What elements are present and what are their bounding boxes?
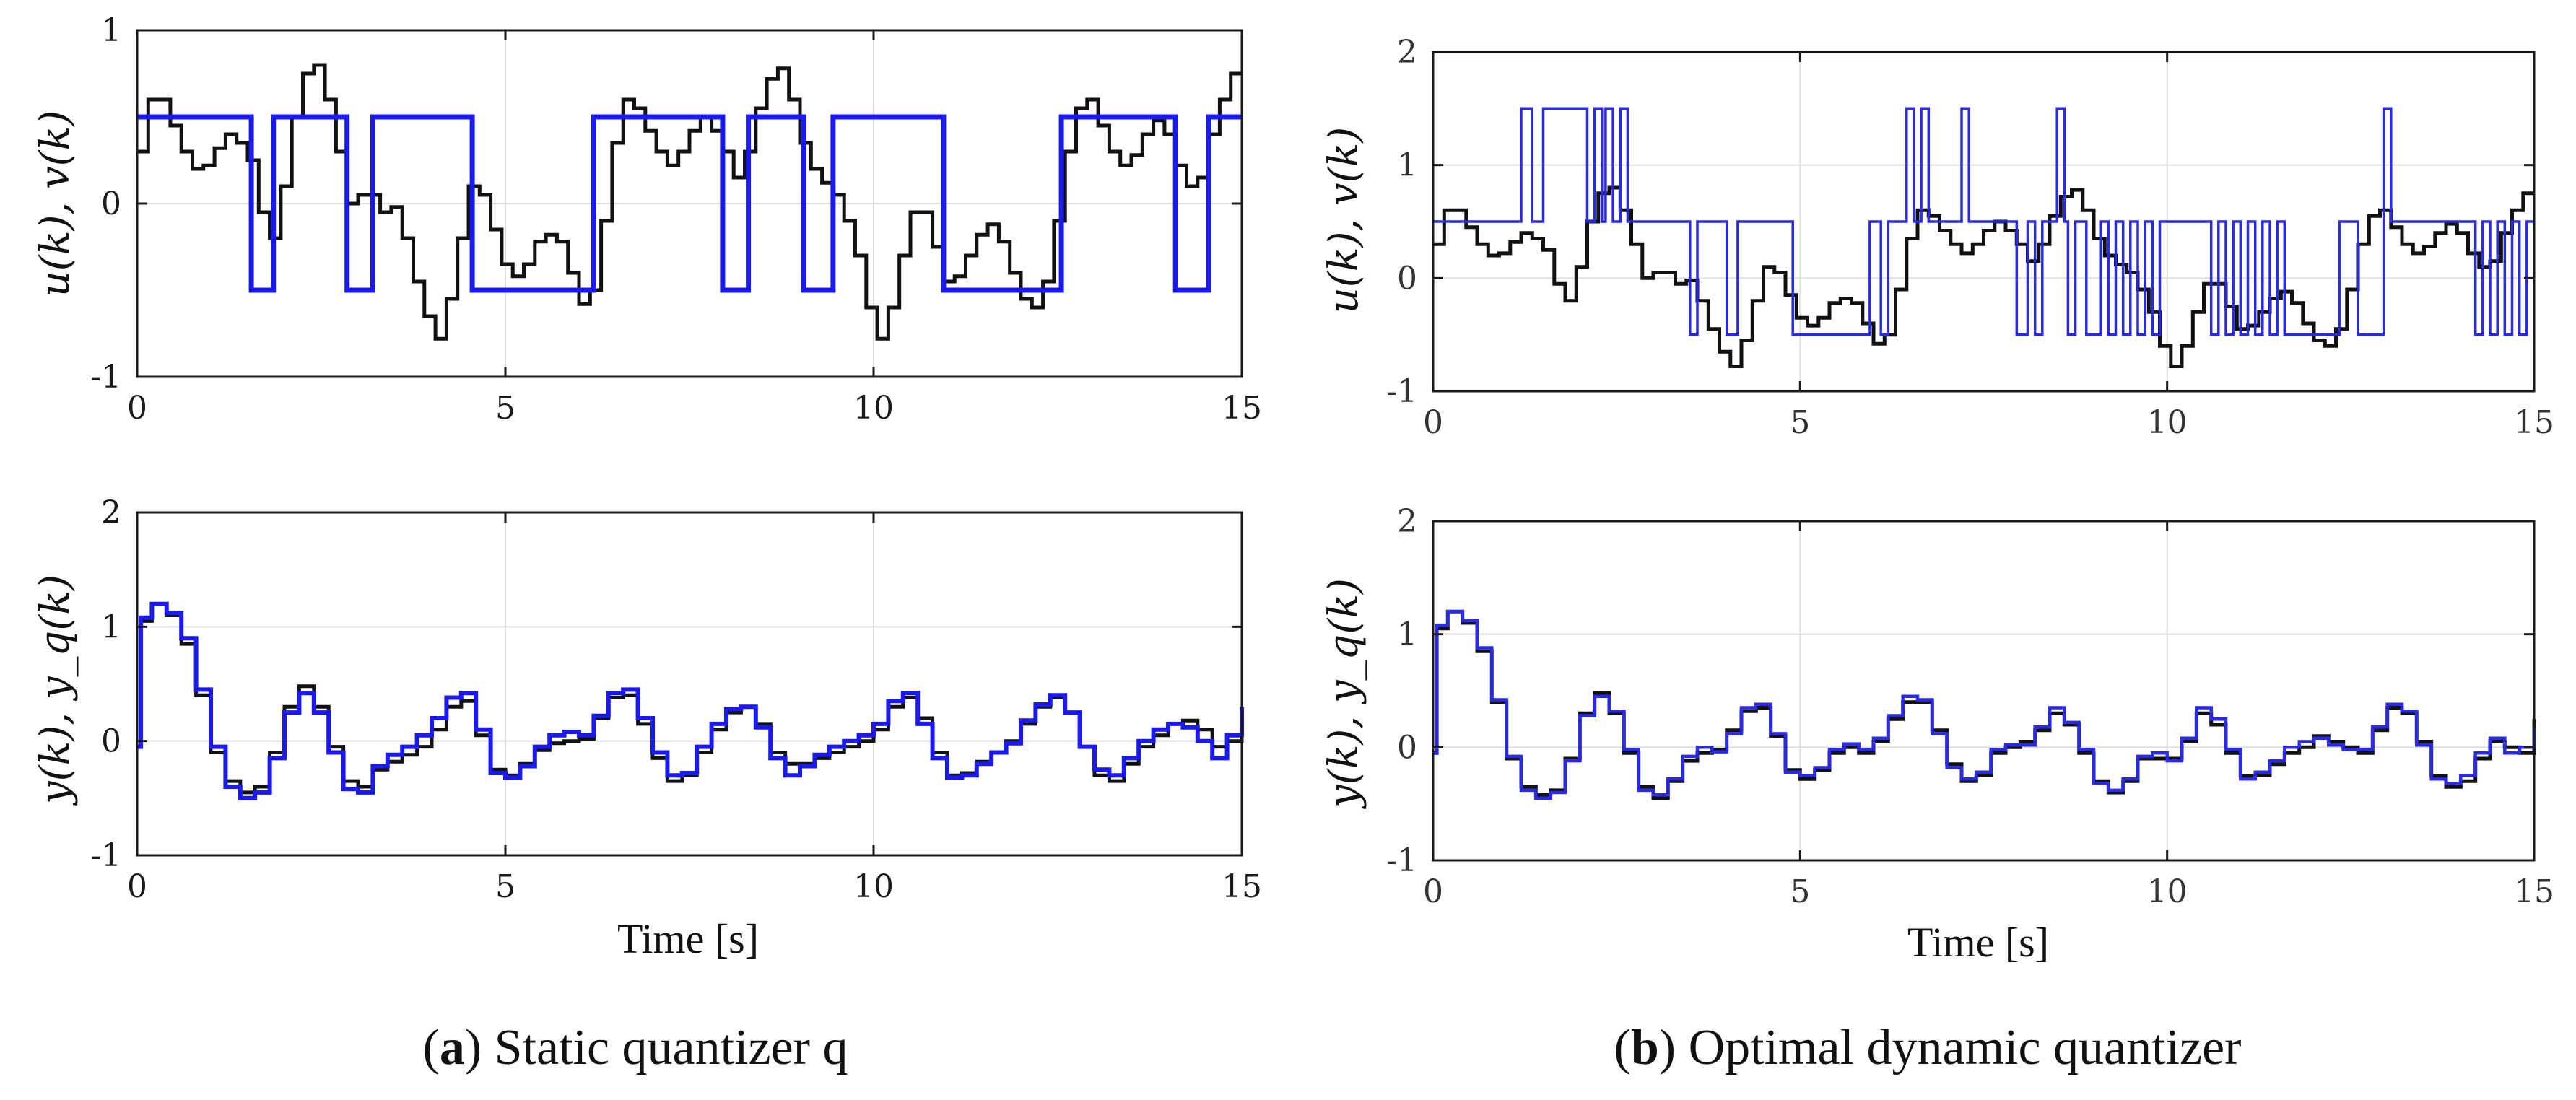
x-tick-label: 5 (1790, 404, 1810, 441)
panel-a-top-plot: 0 5 10 15-101 u(k), v(k) (32, 12, 1262, 427)
x-tick-label: 10 (853, 390, 894, 427)
x-tick-label: 15 (2514, 404, 2554, 441)
y-tick-label: -1 (1386, 373, 1417, 410)
series-line-uk (137, 63, 1242, 341)
series-line-vk (137, 114, 1242, 293)
x-tick-label: 5 (495, 868, 515, 905)
x-tick-label: 10 (853, 868, 894, 905)
axes-frame (1432, 51, 2536, 393)
y-tick-label: 1 (1397, 147, 1417, 184)
caption-a-letter: a (440, 1020, 465, 1075)
panel-a_top-axes: 0 5 10 15-101 (90, 12, 1262, 427)
x-tick-label: 5 (495, 390, 515, 427)
y-tick-label: 2 (1397, 503, 1417, 540)
series-line-yk (137, 602, 1244, 795)
y-tick-label: -1 (90, 837, 121, 874)
y-tick-label: -1 (90, 359, 121, 396)
caption-b-letter: b (1631, 1020, 1659, 1075)
x-tick-label: 15 (1222, 868, 1262, 905)
plot-area (137, 512, 1242, 855)
x-tick-label: 0 (127, 390, 147, 427)
y-tick-label: 1 (101, 608, 121, 645)
x-tick-label: 0 (127, 868, 147, 905)
y-tick-label: 1 (1397, 616, 1417, 653)
caption-a: (a) Static quantizer q (423, 1020, 848, 1075)
caption-a-text: Static quantizer q (482, 1020, 848, 1075)
caption-a-open-paren: ( (423, 1020, 440, 1075)
axes-frame (1432, 520, 2536, 862)
y-tick-label: 1 (101, 12, 121, 49)
x-tick-label: 15 (2514, 873, 2554, 910)
caption-b: (b) Optimal dynamic quantizer (1614, 1020, 2242, 1075)
x-tick-label: 15 (1222, 390, 1262, 427)
series-line-yqk (137, 601, 1244, 800)
series-line-yqk (1433, 610, 2536, 800)
x-tick-label: 5 (1790, 873, 1810, 910)
caption-b-open-paren: ( (1614, 1020, 1631, 1075)
plot-area (1433, 521, 2534, 860)
panel-a-bottom-xlabel: Time [s] (617, 915, 759, 962)
x-tick-label: 0 (1423, 404, 1443, 441)
panel-b-top-ylabel: u(k), v(k) (1320, 127, 1367, 314)
series-line-vk (1433, 107, 2534, 336)
axes-frame (136, 511, 1243, 857)
y-tick-label: 0 (101, 723, 121, 760)
y-tick-label: 0 (1397, 260, 1417, 297)
caption-a-close-paren: ) (465, 1020, 482, 1075)
y-tick-label: 0 (1397, 729, 1417, 766)
caption-b-text: Optimal dynamic quantizer (1676, 1020, 2241, 1075)
x-tick-label: 0 (1423, 873, 1443, 910)
panel-b-bottom-ylabel: y(k), y_q(k) (1320, 578, 1367, 810)
y-tick-label: 2 (1397, 34, 1417, 71)
y-tick-label: -1 (1386, 842, 1417, 879)
y-tick-label: 2 (101, 494, 121, 531)
y-tick-label: 0 (101, 185, 121, 222)
caption-b-close-paren: ) (1659, 1020, 1676, 1075)
panel-a-bottom-ylabel: y(k), y_q(k) (32, 575, 79, 806)
panel-a-top-ylabel: u(k), v(k) (32, 110, 79, 297)
x-tick-label: 10 (2147, 404, 2188, 441)
x-tick-label: 10 (2147, 873, 2188, 910)
panel-b-bottom-xlabel: Time [s] (1907, 919, 2049, 966)
